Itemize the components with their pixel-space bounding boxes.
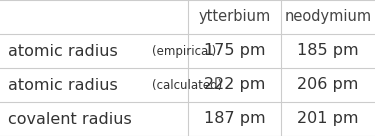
Text: (calculated): (calculated) <box>152 79 222 92</box>
Text: neodymium: neodymium <box>285 10 372 24</box>
Text: (empirical): (empirical) <box>152 45 216 58</box>
Text: 175 pm: 175 pm <box>204 44 265 58</box>
Text: ytterbium: ytterbium <box>198 10 270 24</box>
Text: atomic radius: atomic radius <box>8 78 118 92</box>
Text: 185 pm: 185 pm <box>297 44 359 58</box>
Text: 187 pm: 187 pm <box>204 112 265 126</box>
Text: 222 pm: 222 pm <box>204 78 265 92</box>
Text: 201 pm: 201 pm <box>297 112 359 126</box>
Text: atomic radius: atomic radius <box>8 44 118 58</box>
Text: 206 pm: 206 pm <box>297 78 359 92</box>
Text: covalent radius: covalent radius <box>8 112 132 126</box>
